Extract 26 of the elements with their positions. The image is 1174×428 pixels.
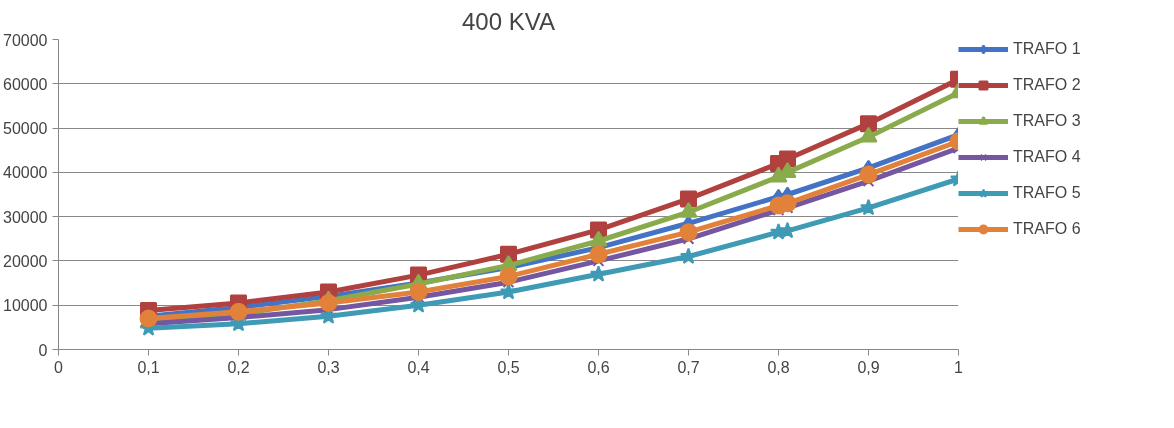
x-tick-label: 0,3: [317, 358, 340, 376]
chart-title: 400 KVA: [462, 7, 555, 35]
x-tick-label: 0,5: [497, 358, 520, 376]
x-tick-label: 0,7: [677, 358, 700, 376]
y-tick-label: 30000: [3, 208, 48, 226]
x-tick-label: 0,6: [587, 358, 610, 376]
x-tick-label: 1: [954, 358, 964, 376]
x-tick-label: 0,2: [227, 358, 250, 376]
y-tick-label: 20000: [3, 252, 48, 270]
legend-label: TRAFO 3: [1013, 112, 1081, 130]
y-tick-label: 60000: [3, 75, 48, 93]
y-tick-label: 0: [38, 341, 48, 359]
x-tick-label: 0,1: [137, 358, 160, 376]
x-tick-label: 0,9: [857, 358, 880, 376]
legend-label: TRAFO 6: [1013, 220, 1081, 238]
y-tick-label: 40000: [3, 164, 48, 182]
legend-label: TRAFO 2: [1013, 76, 1081, 94]
legend-label: TRAFO 1: [1013, 40, 1081, 58]
legend-label: TRAFO 5: [1013, 184, 1081, 202]
y-tick-label: 70000: [3, 31, 48, 49]
x-tick-label: 0,8: [767, 358, 790, 376]
x-tick-label: 0,4: [407, 358, 430, 376]
y-tick-label: 10000: [3, 297, 48, 315]
x-tick-label: 0: [54, 358, 64, 376]
y-tick-label: 50000: [3, 120, 48, 138]
legend-label: TRAFO 4: [1013, 148, 1081, 166]
